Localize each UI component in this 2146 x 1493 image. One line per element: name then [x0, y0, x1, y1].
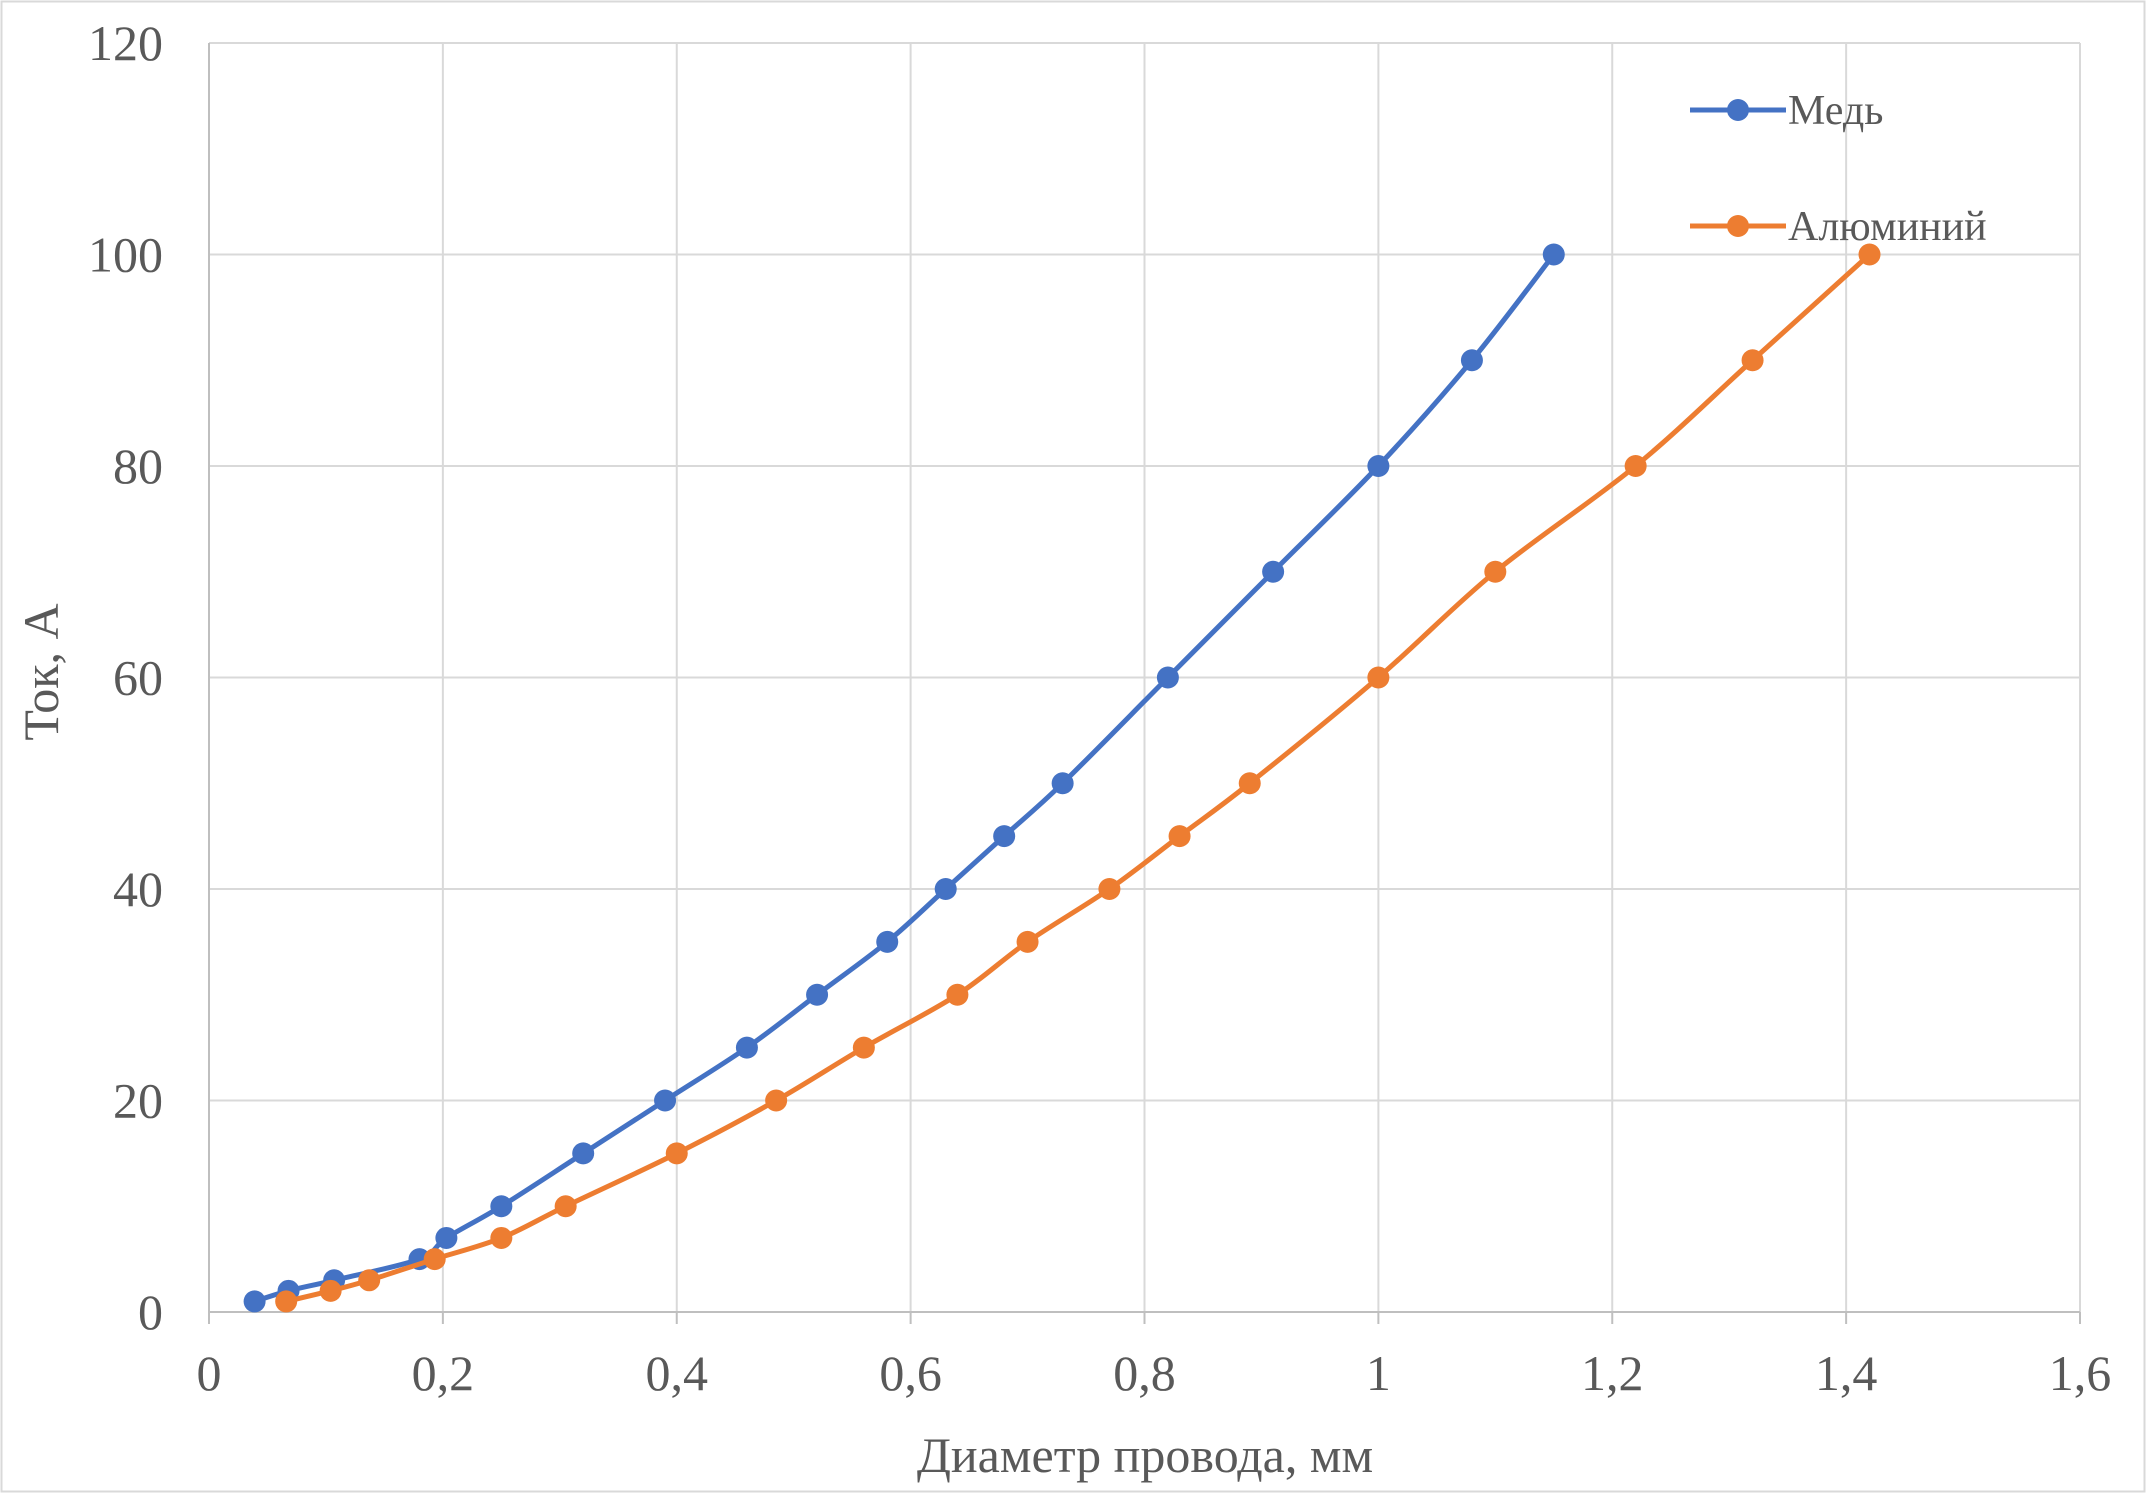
x-axis-tick-labels: 0 0,2 0,4 0,6 0,8 1 1,2 1,4 1,6 — [197, 1345, 2112, 1401]
data-point-1-11 — [1098, 878, 1121, 900]
data-point-1-7 — [765, 1089, 788, 1112]
data-point-0-14 — [1156, 666, 1179, 689]
data-point-0-9 — [806, 983, 829, 1006]
data-point-0-4 — [435, 1226, 458, 1249]
data-point-1-18 — [1858, 243, 1881, 266]
data-point-0-5 — [490, 1195, 513, 1218]
data-point-0-6 — [572, 1142, 595, 1165]
legend-label-0: Медь — [1788, 88, 1883, 134]
y-tick-label-3: 60 — [113, 650, 163, 706]
series-line-1 — [283, 252, 1873, 1304]
legend-swatch-marker-0 — [1727, 99, 1749, 121]
data-point-0-11 — [934, 878, 957, 900]
x-tick-label-1: 0,2 — [412, 1345, 475, 1401]
data-point-0-10 — [876, 930, 899, 953]
y-tick-label-2: 40 — [113, 861, 163, 917]
y-axis-title: Ток, А — [13, 603, 69, 740]
data-point-1-8 — [852, 1036, 875, 1059]
x-tick-label-7: 1,4 — [1815, 1345, 1878, 1401]
data-point-1-6 — [665, 1142, 688, 1165]
data-point-0-0 — [243, 1290, 266, 1313]
data-point-0-7 — [654, 1089, 677, 1112]
data-point-0-12 — [993, 825, 1016, 848]
data-point-1-13 — [1238, 772, 1261, 795]
legend-label-1: Алюминий — [1788, 204, 1987, 250]
x-tick-label-0: 0 — [197, 1345, 222, 1401]
data-point-1-3 — [423, 1248, 446, 1271]
y-axis-tick-labels: 0 20 40 60 80 100 120 — [88, 15, 163, 1340]
y-tick-label-1: 20 — [113, 1073, 163, 1129]
data-point-1-10 — [1016, 930, 1039, 953]
data-point-0-18 — [1542, 243, 1565, 266]
x-tick-label-5: 1 — [1366, 1345, 1391, 1401]
x-tick-label-8: 1,6 — [2049, 1345, 2112, 1401]
series-1 — [275, 243, 1881, 1313]
data-point-1-16 — [1624, 455, 1647, 477]
data-point-1-14 — [1367, 666, 1390, 689]
y-tick-label-5: 100 — [88, 227, 163, 283]
data-point-0-13 — [1051, 772, 1074, 795]
y-tick-label-6: 120 — [88, 15, 163, 71]
x-tick-label-2: 0,4 — [646, 1345, 709, 1401]
axes — [208, 43, 2081, 1324]
x-tick-label-6: 1,2 — [1581, 1345, 1644, 1401]
legend-entry-1: Алюминий — [1690, 204, 1987, 250]
data-point-1-0 — [275, 1290, 298, 1313]
data-point-0-17 — [1460, 349, 1483, 372]
legend-swatch-marker-1 — [1727, 215, 1749, 237]
x-tick-label-3: 0,6 — [879, 1345, 942, 1401]
data-point-1-1 — [319, 1279, 342, 1302]
series-layer — [243, 243, 1881, 1313]
data-point-0-8 — [735, 1036, 758, 1059]
data-point-1-5 — [554, 1195, 577, 1218]
data-point-1-2 — [358, 1269, 381, 1292]
legend: Медь Алюминий — [1690, 88, 1987, 250]
legend-entry-0: Медь — [1690, 88, 1883, 134]
data-point-1-9 — [946, 983, 969, 1006]
data-point-1-4 — [490, 1226, 513, 1249]
x-axis-title: Диаметр провода, мм — [917, 1427, 1373, 1483]
y-tick-label-4: 80 — [113, 438, 163, 494]
data-point-0-15 — [1262, 560, 1285, 583]
data-point-1-12 — [1168, 825, 1191, 848]
data-point-0-16 — [1367, 455, 1390, 477]
data-point-1-15 — [1484, 560, 1507, 583]
y-tick-label-0: 0 — [138, 1284, 163, 1340]
x-tick-label-4: 0,8 — [1113, 1345, 1176, 1401]
data-point-1-17 — [1741, 349, 1764, 372]
